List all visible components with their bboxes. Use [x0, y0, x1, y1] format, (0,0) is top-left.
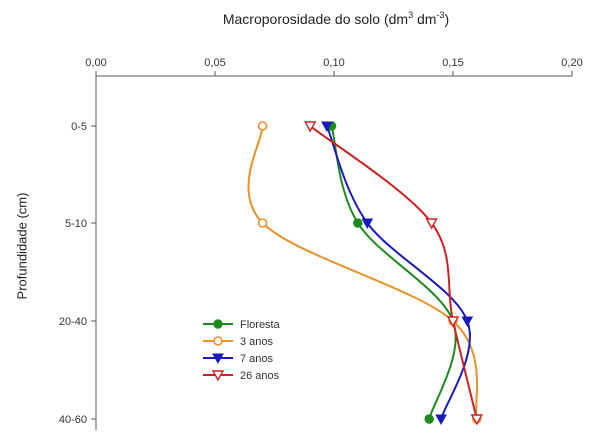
data-point-7-anos — [461, 316, 474, 328]
legend-label-3-anos: 3 anos — [240, 336, 274, 348]
series-line-7-anos — [325, 125, 471, 420]
x-tick-label: 0,15 — [442, 57, 463, 69]
data-point-3-anos — [257, 121, 268, 131]
legend-marker-26-anos — [211, 370, 225, 382]
data-point-26-anos — [470, 414, 483, 426]
y-tick-label: 5-10 — [65, 218, 87, 230]
x-tick-label: 0,05 — [204, 57, 225, 69]
data-point-26-anos — [425, 218, 438, 230]
series-line-floresta — [330, 125, 457, 420]
legend-label-26-anos: 26 anos — [240, 370, 280, 382]
x-tick-label: 0,00 — [85, 57, 106, 69]
x-tick-label: 0,10 — [323, 57, 344, 69]
legend-label-7-anos: 7 anos — [240, 353, 274, 365]
data-point-7-anos — [321, 121, 333, 133]
legend-marker-3-anos — [213, 336, 223, 346]
legend-label-floresta: Floresta — [240, 319, 281, 331]
chart-title: Macroporosidade do solo (dm3 dm-3) — [222, 10, 450, 27]
legend-marker-7-anos — [212, 353, 224, 365]
legend-marker-floresta — [213, 319, 223, 329]
data-point-floresta — [353, 218, 363, 228]
x-tick-label: 0,20 — [561, 57, 582, 69]
y-tick-label: 0-5 — [71, 121, 87, 133]
data-point-7-anos — [435, 414, 447, 426]
y-tick-label: 20-40 — [59, 316, 87, 328]
data-point-26-anos — [446, 316, 460, 328]
series-line-26-anos — [309, 125, 478, 420]
y-tick-label: 40-60 — [59, 414, 87, 426]
data-point-7-anos — [361, 218, 374, 230]
y-axis-label: Profundidade (cm) — [14, 192, 30, 300]
data-point-26-anos — [304, 121, 317, 133]
data-point-floresta — [424, 414, 434, 424]
data-point-3-anos — [257, 218, 268, 228]
series-line-3-anos — [247, 125, 478, 420]
